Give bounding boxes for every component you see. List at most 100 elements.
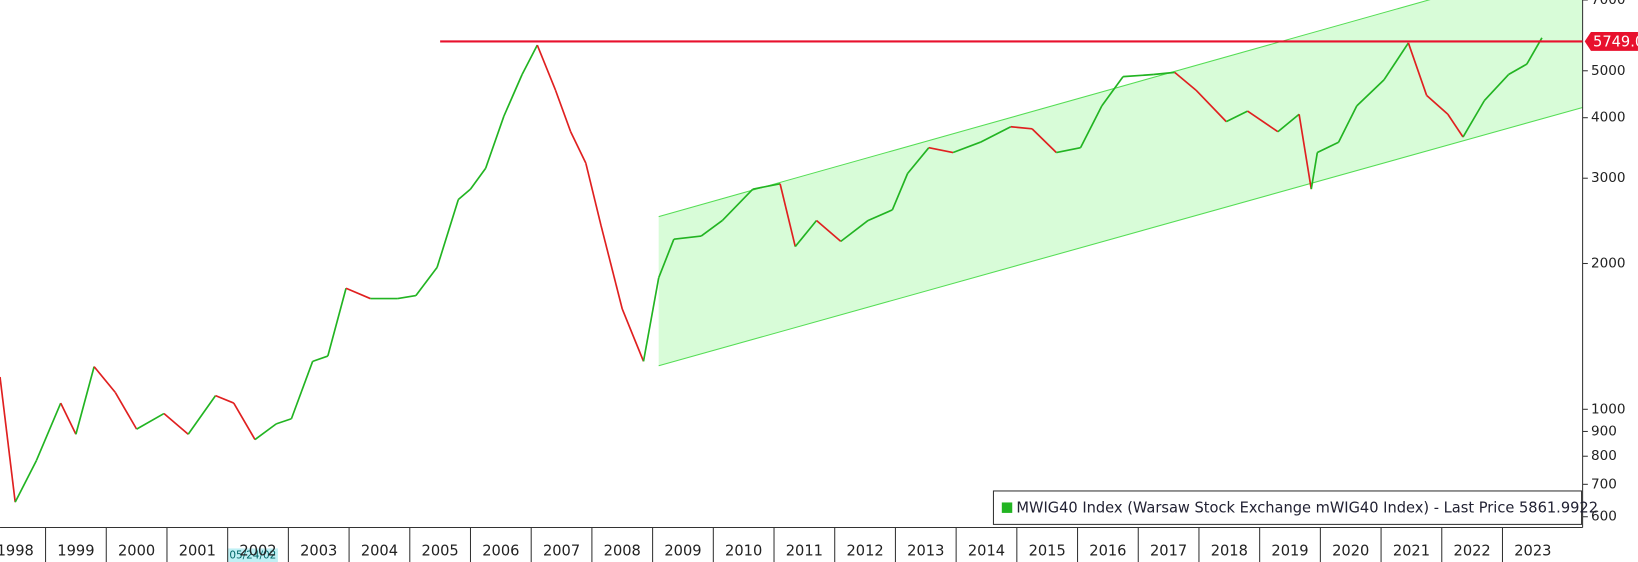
x-tick-label: 2006 (482, 543, 519, 560)
price-segment (536, 44, 557, 91)
price-segment (1298, 114, 1313, 190)
price-segment (1310, 152, 1319, 190)
price-segment (1123, 73, 1154, 78)
price-segment (275, 417, 292, 425)
price-segment (397, 294, 416, 300)
price-segment (752, 182, 781, 190)
price-segment (657, 238, 675, 279)
y-tick-label: 4000 (1591, 110, 1626, 126)
x-tick-label: 1999 (57, 543, 94, 560)
price-segment (700, 219, 723, 237)
price-segment (136, 412, 165, 430)
y-tick-label: 1000 (1591, 401, 1626, 417)
legend-swatch (1001, 502, 1013, 513)
price-segment (1031, 128, 1057, 154)
price-segment (928, 146, 954, 154)
price-segment (1407, 42, 1428, 96)
price-segment (1101, 76, 1124, 107)
price-segment (415, 266, 438, 297)
price-segment (233, 402, 256, 440)
price-segment (114, 392, 138, 430)
price-segment (794, 219, 818, 248)
price-segment (1383, 42, 1410, 81)
x-tick-label: 2004 (361, 543, 398, 560)
price-segment (1079, 105, 1103, 149)
price-segment (503, 74, 523, 117)
x-tick-label: 2014 (968, 543, 1005, 560)
x-tick-label: 2008 (604, 543, 641, 560)
level-label-bg (1584, 32, 1638, 51)
x-tick-label: 2013 (907, 543, 944, 560)
x-tick-label: 2001 (179, 543, 216, 560)
x-tick-label: 2012 (846, 543, 883, 560)
x-tick-label: 2010 (725, 543, 762, 560)
price-segment (75, 366, 95, 435)
price-segment (1153, 71, 1175, 76)
legend (992, 490, 1583, 525)
price-segment (1447, 113, 1464, 138)
price-segment (642, 277, 660, 362)
price-segment (457, 188, 472, 201)
price-segment (600, 225, 624, 310)
price-segment (906, 147, 930, 175)
price-segment (840, 219, 869, 243)
price-segment (569, 131, 587, 164)
price-segment (1010, 125, 1033, 130)
y-tick-label: 900 (1591, 423, 1617, 439)
price-segment (290, 361, 314, 420)
y-tick-label: 600 (1591, 509, 1617, 525)
price-segment (673, 235, 702, 241)
price-segment (621, 308, 645, 362)
price-segment (815, 219, 842, 242)
y-tick-label: 3000 (1591, 170, 1626, 186)
x-tick-label: 2017 (1150, 543, 1187, 560)
x-tick-label: 2002 (239, 543, 276, 560)
y-tick-label: 2000 (1591, 256, 1626, 272)
plot-area (0, 0, 1583, 503)
x-tick-label: 2018 (1211, 543, 1248, 560)
price-segment (1356, 79, 1385, 107)
trend-channel (658, 0, 1583, 366)
price-segment (891, 173, 909, 211)
x-tick-label: 1998 (0, 543, 34, 560)
price-segment (721, 188, 754, 222)
price-segment (14, 460, 38, 503)
price-segment (312, 355, 329, 363)
x-tick-label: 2016 (1089, 543, 1126, 560)
price-segment (345, 287, 371, 300)
price-segment (554, 89, 572, 133)
x-tick-label: 2015 (1029, 543, 1066, 560)
price-segment (254, 423, 277, 441)
x-tick-label: 2011 (786, 543, 823, 560)
price-segment (1316, 141, 1339, 154)
x-tick-label: 2022 (1454, 543, 1491, 560)
price-segment (1277, 113, 1300, 133)
price-segment (952, 141, 981, 154)
price-segment (35, 402, 62, 461)
price-segment (59, 402, 77, 435)
price-segment (1247, 110, 1279, 133)
y-tick-label: 7000 (1591, 0, 1626, 8)
price-segment (1337, 105, 1358, 143)
price-segment (1056, 146, 1081, 154)
x-tick-label: 2019 (1271, 543, 1308, 560)
price-segment (215, 394, 235, 404)
y-tick-label: 5000 (1591, 63, 1626, 79)
price-segment (1225, 110, 1248, 123)
price-segment (980, 125, 1012, 143)
price-segment (0, 376, 17, 503)
price-segment (436, 199, 460, 268)
channel-line (658, 106, 1583, 367)
price-segment (327, 288, 347, 357)
date-annotation: 05/24/02 (229, 550, 276, 562)
price-segment (1195, 89, 1227, 123)
legend-label: MWIG40 Index (Warsaw Stock Exchange mWIG… (1016, 500, 1598, 517)
x-tick-label: 2009 (664, 543, 701, 560)
x-tick-label: 2000 (118, 543, 155, 560)
price-segment (521, 44, 539, 75)
y-tick-label: 700 (1591, 476, 1617, 492)
x-tick-label: 2021 (1393, 543, 1430, 560)
price-segment (1426, 94, 1449, 115)
price-segment (484, 115, 505, 169)
price-segment (93, 366, 117, 394)
